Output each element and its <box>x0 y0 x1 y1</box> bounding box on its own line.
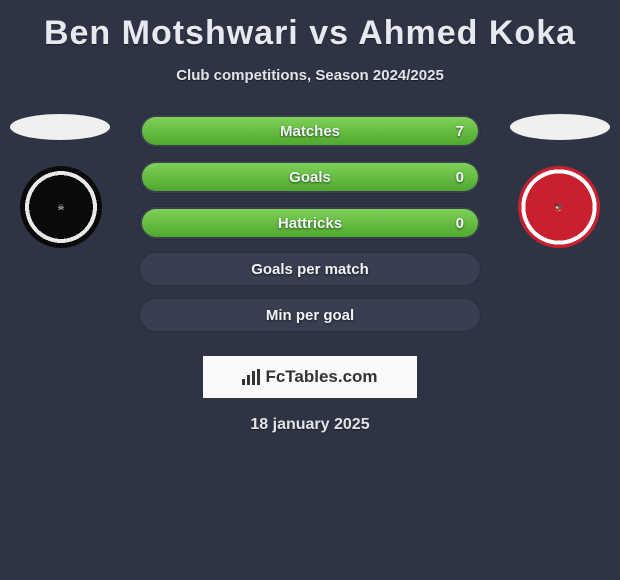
stat-label: Hattricks <box>140 207 480 239</box>
club-badge-right-inner: 🦅 <box>518 166 600 248</box>
stat-label: Goals <box>140 161 480 193</box>
stat-label: Goals per match <box>140 253 480 285</box>
player-ellipse-left <box>10 114 110 140</box>
brand-bars-icon <box>242 369 260 385</box>
stat-row-min-per-goal: Min per goal <box>139 298 481 332</box>
footer-date: 18 january 2025 <box>0 416 620 434</box>
stat-label: Matches <box>140 115 480 147</box>
page-title: Ben Motshwari vs Ahmed Koka <box>0 0 620 53</box>
club-badge-left-inner: ☠ <box>20 166 102 248</box>
stat-label: Min per goal <box>140 299 480 331</box>
stats-pills: Matches 7 Goals 0 Hattricks 0 Goals per … <box>139 114 481 332</box>
comparison-content: ☠ 🦅 Matches 7 Goals 0 Hattricks 0 Goals … <box>0 114 620 344</box>
stat-row-hattricks: Hattricks 0 <box>139 206 481 240</box>
stat-row-matches: Matches 7 <box>139 114 481 148</box>
club-badge-left: ☠ <box>20 166 102 248</box>
player-ellipse-right <box>510 114 610 140</box>
stat-value: 0 <box>456 161 464 193</box>
club-badge-right: 🦅 <box>518 166 600 248</box>
stat-row-goals-per-match: Goals per match <box>139 252 481 286</box>
stat-value: 7 <box>456 115 464 147</box>
brand-box: FcTables.com <box>203 356 417 398</box>
stat-row-goals: Goals 0 <box>139 160 481 194</box>
brand-text: FcTables.com <box>265 367 377 387</box>
subtitle: Club competitions, Season 2024/2025 <box>0 67 620 84</box>
stat-value: 0 <box>456 207 464 239</box>
